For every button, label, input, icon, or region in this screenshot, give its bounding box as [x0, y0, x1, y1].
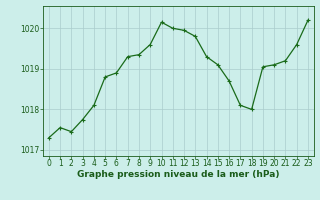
X-axis label: Graphe pression niveau de la mer (hPa): Graphe pression niveau de la mer (hPa) — [77, 170, 280, 179]
